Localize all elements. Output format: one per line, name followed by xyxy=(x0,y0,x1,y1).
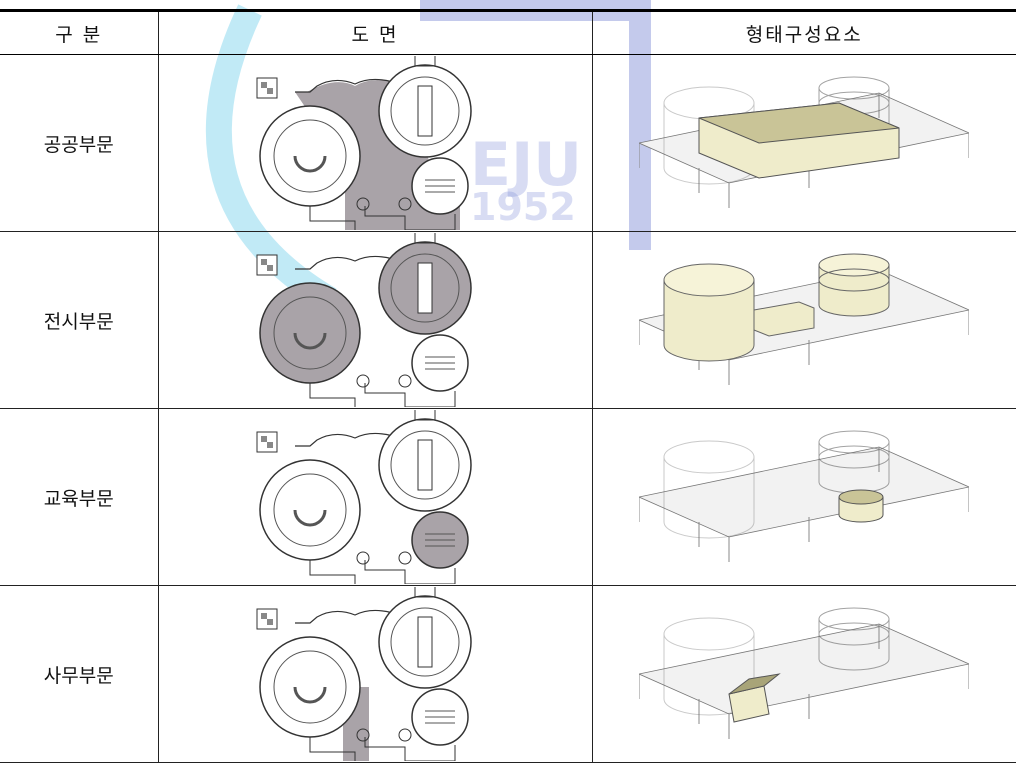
form-model xyxy=(639,76,970,208)
header-cell: 형태구성요소 xyxy=(591,9,1016,55)
table: 구 분 도 면 형태구성요소 공공부문 전시부문 xyxy=(0,9,1016,763)
table-row: 전시부문 xyxy=(0,231,1016,409)
table-row: 공공부문 xyxy=(0,54,1016,232)
table-body: 공공부문 전시부문 xyxy=(0,54,1016,763)
floor-plan xyxy=(256,410,472,584)
row-label: 전시부문 xyxy=(0,231,159,409)
plan-cell xyxy=(157,408,593,586)
plan-cell xyxy=(157,231,593,409)
row-label: 교육부문 xyxy=(0,408,159,586)
floor-plan xyxy=(256,56,472,230)
model-cell xyxy=(591,54,1016,232)
form-model xyxy=(639,430,970,562)
model-cell xyxy=(591,231,1016,409)
plan-cell xyxy=(157,585,593,763)
header-cell: 구 분 xyxy=(0,9,159,55)
model-cell xyxy=(591,408,1016,586)
floor-plan xyxy=(256,233,472,407)
model-cell xyxy=(591,585,1016,763)
plan-cell xyxy=(157,54,593,232)
header-row: 구 분 도 면 형태구성요소 xyxy=(0,9,1016,55)
form-model xyxy=(639,607,970,739)
row-label: 사무부문 xyxy=(0,585,159,763)
header-cell: 도 면 xyxy=(157,9,593,55)
row-label: 공공부문 xyxy=(0,54,159,232)
table-row: 사무부문 xyxy=(0,585,1016,763)
floor-plan xyxy=(256,587,472,761)
table-row: 교육부문 xyxy=(0,408,1016,586)
form-model xyxy=(639,253,970,385)
